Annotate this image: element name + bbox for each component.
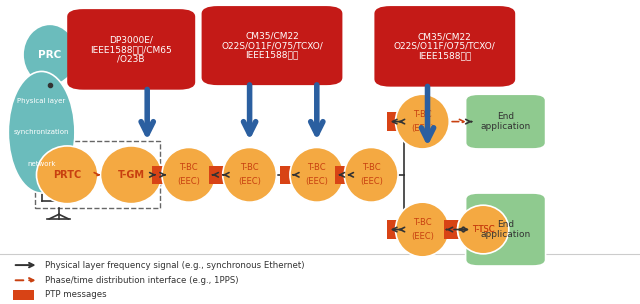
FancyBboxPatch shape — [374, 6, 515, 87]
FancyBboxPatch shape — [466, 94, 545, 149]
Ellipse shape — [100, 146, 162, 204]
Ellipse shape — [23, 24, 77, 85]
Text: O22S/O11F/O75/TCXO/: O22S/O11F/O75/TCXO/ — [394, 42, 495, 51]
Ellipse shape — [162, 147, 216, 202]
Text: T-BC: T-BC — [413, 218, 432, 227]
Text: synchronization: synchronization — [14, 129, 69, 135]
Text: T-BC: T-BC — [413, 110, 432, 119]
Ellipse shape — [458, 205, 509, 254]
Text: IEEE1588芯片: IEEE1588芯片 — [245, 50, 299, 59]
Text: IEEE1588芯片: IEEE1588芯片 — [418, 51, 472, 60]
Ellipse shape — [290, 147, 344, 202]
Text: O22S/O11F/O75/TCXO/: O22S/O11F/O75/TCXO/ — [221, 41, 323, 50]
Text: T-BC: T-BC — [240, 163, 259, 172]
Ellipse shape — [344, 147, 398, 202]
Text: network: network — [28, 161, 56, 167]
Text: (EEC): (EEC) — [177, 178, 200, 186]
Text: End
application: End application — [481, 112, 531, 131]
Ellipse shape — [396, 94, 449, 149]
Text: (EEC): (EEC) — [238, 178, 261, 186]
Text: PTP messages: PTP messages — [45, 290, 106, 299]
Text: PRTC: PRTC — [53, 170, 81, 180]
Bar — [13, 290, 34, 300]
Text: (EEC): (EEC) — [305, 178, 328, 186]
Text: T-BC: T-BC — [307, 163, 326, 172]
Ellipse shape — [223, 147, 276, 202]
Bar — [444, 220, 460, 239]
Text: (EEC): (EEC) — [411, 124, 434, 133]
Ellipse shape — [36, 146, 98, 204]
Text: /O23B: /O23B — [118, 54, 145, 63]
Text: T-BC: T-BC — [362, 163, 381, 172]
Text: Phase/time distribution interface (e.g., 1PPS): Phase/time distribution interface (e.g.,… — [45, 276, 238, 285]
Text: (EEC): (EEC) — [411, 232, 434, 241]
Text: Physical layer frequency signal (e.g., synchronous Ethernet): Physical layer frequency signal (e.g., s… — [45, 261, 304, 270]
Bar — [387, 220, 404, 239]
Ellipse shape — [458, 205, 509, 254]
Bar — [152, 166, 168, 184]
Bar — [335, 166, 352, 184]
Text: T-TSC: T-TSC — [472, 225, 495, 234]
Bar — [35, 141, 160, 208]
Bar — [387, 112, 404, 131]
Text: CM35/CM22: CM35/CM22 — [245, 32, 299, 41]
Text: (EEC): (EEC) — [360, 178, 383, 186]
FancyBboxPatch shape — [202, 6, 342, 85]
Text: T-BC: T-BC — [179, 163, 198, 172]
Text: Physical layer: Physical layer — [17, 98, 66, 104]
FancyBboxPatch shape — [67, 9, 195, 90]
Bar — [209, 166, 226, 184]
Text: End
application: End application — [481, 220, 531, 239]
Text: CM35/CM22: CM35/CM22 — [418, 33, 472, 42]
Text: T-TSC: T-TSC — [472, 225, 495, 234]
FancyBboxPatch shape — [466, 193, 545, 266]
Ellipse shape — [8, 71, 75, 193]
Text: IEEE1588芯片/CM65: IEEE1588芯片/CM65 — [90, 45, 172, 54]
Text: DP3000E/: DP3000E/ — [109, 36, 153, 45]
Bar — [280, 166, 296, 184]
Text: PRC: PRC — [38, 50, 61, 60]
Ellipse shape — [396, 202, 449, 257]
Text: T-GM: T-GM — [118, 170, 145, 180]
